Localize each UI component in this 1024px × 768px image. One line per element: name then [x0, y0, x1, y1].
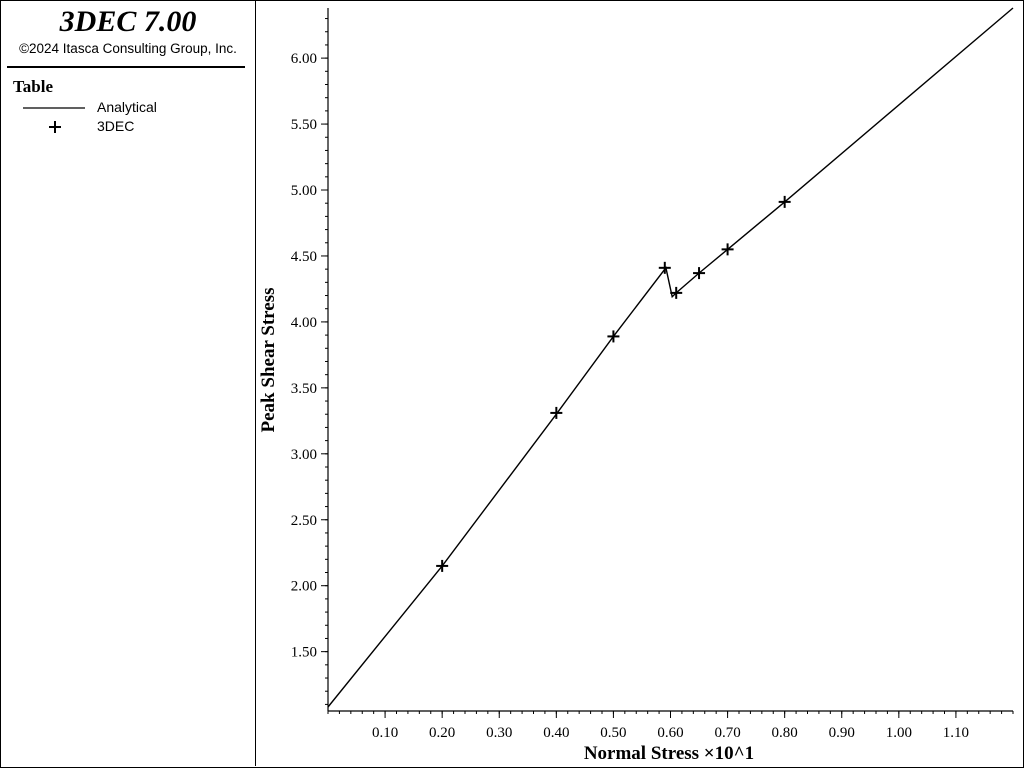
- y-tick-label: 6.00: [291, 51, 317, 67]
- app-title: 3DEC 7.00: [59, 5, 197, 38]
- series-point-3dec: [778, 195, 791, 208]
- y-tick-label: 2.50: [291, 513, 317, 529]
- x-tick-label: 0.50: [600, 725, 626, 741]
- legend-separator: [7, 66, 245, 68]
- y-tick-label: 2.00: [291, 579, 317, 595]
- x-axis-label: Normal Stress ×10^1: [584, 743, 754, 764]
- x-tick-label: 1.10: [943, 725, 969, 741]
- y-tick-label: 4.50: [291, 249, 317, 265]
- x-tick-label: 0.70: [714, 725, 740, 741]
- line-symbol-icon: [23, 107, 85, 109]
- chart-series-markers: [436, 195, 791, 572]
- legend-panel: 3DEC 7.00 ©2024 Itasca Consulting Group,…: [1, 1, 256, 766]
- series-point-3dec: [693, 267, 706, 280]
- series-point-3dec: [607, 330, 620, 343]
- y-tick-label: 4.00: [291, 315, 317, 331]
- y-tick-label: 3.50: [291, 381, 317, 397]
- series-point-3dec: [658, 261, 671, 274]
- series-point-3dec: [436, 559, 449, 572]
- y-tick-label: 3.00: [291, 447, 317, 463]
- x-tick-label: 0.20: [429, 725, 455, 741]
- chart-axes: 0.10 0.20 0.30 0.40 0.50 0.60 0.70 0.80 0.90 1.00…: [291, 8, 1014, 741]
- y-tick-label: 5.00: [291, 183, 317, 199]
- plus-symbol-icon: [49, 121, 61, 133]
- y-tick-label: 1.50: [291, 645, 317, 661]
- y-tick-label: 5.50: [291, 117, 317, 133]
- x-tick-label: 0.40: [543, 725, 569, 741]
- legend-item-label: 3DEC: [97, 118, 135, 134]
- y-axis-label: Peak Shear Stress: [258, 288, 279, 433]
- series-line-analytical: [327, 7, 1014, 708]
- legend-title: Table: [13, 77, 54, 96]
- copyright-text: ©2024 Itasca Consulting Group, Inc.: [19, 41, 237, 56]
- x-tick-label: 0.10: [372, 725, 398, 741]
- series-point-3dec: [670, 286, 683, 299]
- legend-item-label: Analytical: [97, 99, 157, 115]
- x-tick-label: 0.80: [772, 725, 798, 741]
- series-point-3dec: [550, 406, 563, 419]
- x-tick-label: 0.90: [829, 725, 855, 741]
- x-tick-label: 1.00: [886, 725, 912, 741]
- x-tick-label: 0.30: [486, 725, 512, 741]
- series-point-3dec: [721, 243, 734, 256]
- chart-series-lines: [327, 7, 1014, 708]
- x-tick-label: 0.60: [657, 725, 683, 741]
